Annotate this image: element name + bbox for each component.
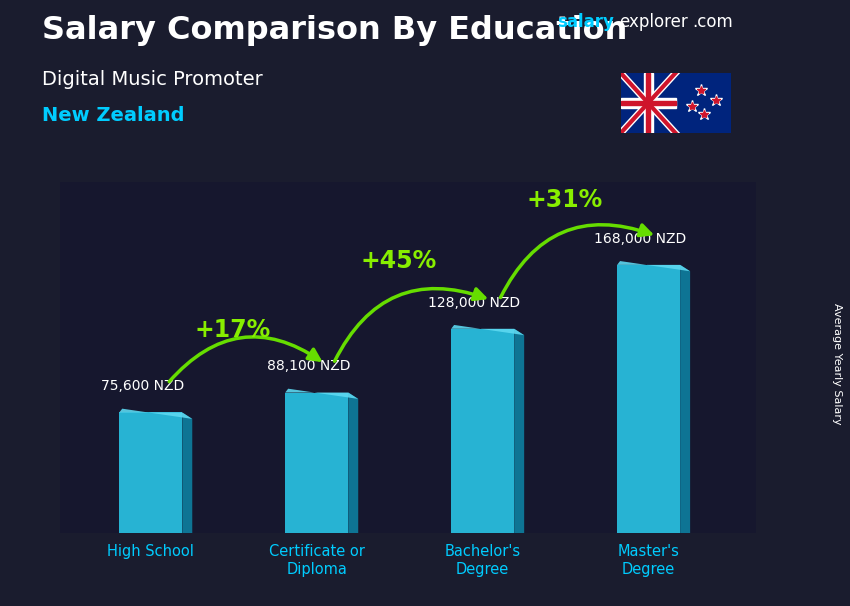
Text: Average Yearly Salary: Average Yearly Salary (832, 303, 842, 424)
Text: +45%: +45% (360, 248, 437, 273)
Text: .com: .com (693, 13, 734, 32)
Text: New Zealand: New Zealand (42, 106, 185, 125)
Bar (620, 101, 676, 105)
Bar (451, 329, 514, 533)
Polygon shape (119, 408, 192, 419)
Text: explorer: explorer (619, 13, 688, 32)
Text: 128,000 NZD: 128,000 NZD (428, 296, 520, 310)
Polygon shape (348, 393, 358, 533)
Polygon shape (680, 265, 690, 533)
Bar (617, 265, 680, 533)
Polygon shape (514, 329, 524, 533)
Text: 88,100 NZD: 88,100 NZD (267, 359, 350, 373)
Text: +17%: +17% (195, 318, 271, 342)
Text: Digital Music Promoter: Digital Music Promoter (42, 70, 264, 88)
Bar (286, 393, 348, 533)
Text: +31%: +31% (527, 188, 603, 211)
Polygon shape (617, 261, 690, 271)
Bar (620, 98, 676, 108)
Bar (643, 73, 653, 133)
Bar (119, 413, 182, 533)
Polygon shape (286, 388, 358, 399)
Text: Salary Comparison By Education: Salary Comparison By Education (42, 15, 628, 46)
Polygon shape (451, 325, 524, 335)
Bar (646, 73, 650, 133)
Text: salary: salary (557, 13, 614, 32)
Polygon shape (182, 413, 192, 533)
Text: 168,000 NZD: 168,000 NZD (594, 231, 687, 245)
Text: 75,600 NZD: 75,600 NZD (101, 379, 184, 393)
